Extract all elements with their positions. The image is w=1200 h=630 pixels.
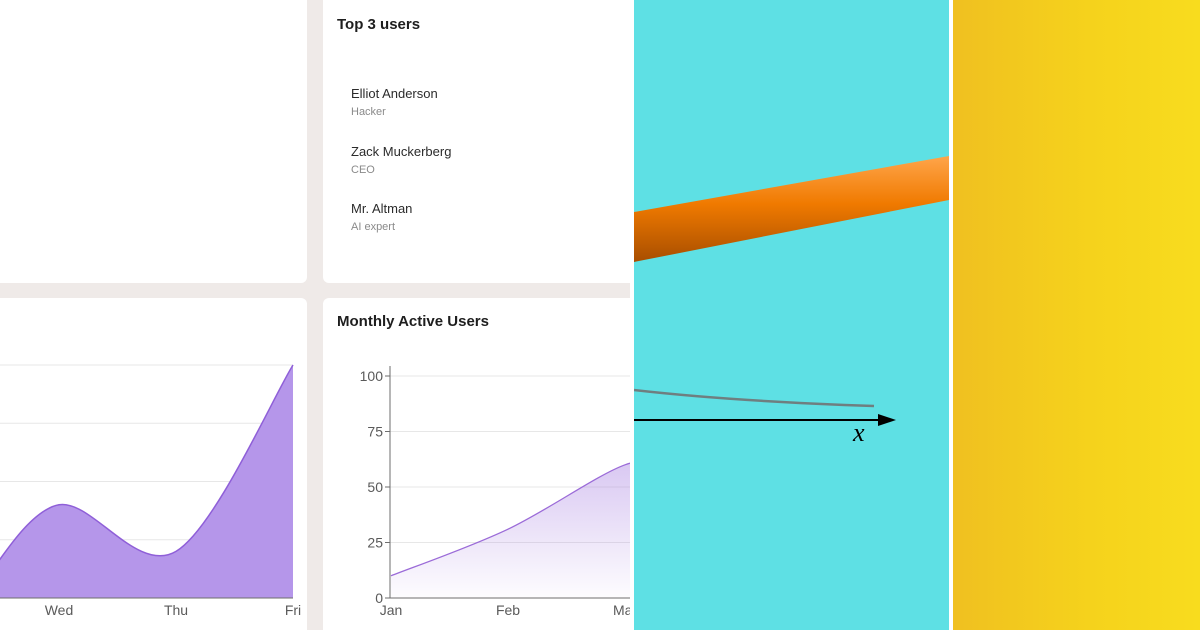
user-list-item[interactable]: Mr. Altman AI expert xyxy=(351,201,412,233)
series-line xyxy=(0,364,294,561)
x-axis-arrowhead xyxy=(878,414,896,426)
x-tick-label: Fri xyxy=(285,602,301,618)
monthly-area-chart: 0 25 50 75 100 Jan Feb Mar xyxy=(360,366,630,618)
yellow-accent-panel xyxy=(953,0,1200,630)
y-tick-label: 50 xyxy=(367,479,383,495)
empty-card xyxy=(0,0,307,283)
user-name: Zack Muckerberg xyxy=(351,144,452,159)
math-illustration-panel: x xyxy=(634,0,949,630)
x-axis-label: x xyxy=(852,418,865,447)
user-role: CEO xyxy=(351,164,375,176)
monthly-chart-title: Monthly Active Users xyxy=(337,313,489,330)
y-tick-label: 75 xyxy=(367,424,383,440)
top-users-title: Top 3 users xyxy=(337,16,421,33)
x-tick-label: Thu xyxy=(164,602,188,618)
y-tick-label: 0 xyxy=(375,590,383,606)
user-name: Mr. Altman xyxy=(351,201,413,216)
x-tick-label: Wed xyxy=(45,602,74,618)
area-fill xyxy=(391,463,630,598)
monthly-active-users-card: Monthly Active Users 0 25 50 75 100 Jan Feb Mar xyxy=(323,298,630,630)
orange-rod xyxy=(634,156,949,262)
user-role: Hacker xyxy=(351,106,386,118)
dashboard-area: Top 3 users Elliot Anderson Hacker Zack … xyxy=(0,0,630,630)
area-fill xyxy=(0,365,293,598)
y-tick-label: 25 xyxy=(367,535,383,551)
x-tick-label: Jan xyxy=(380,602,403,618)
user-list-item[interactable]: Elliot Anderson Hacker xyxy=(351,86,438,118)
panel-divider xyxy=(949,0,953,630)
top-users-card: Top 3 users Elliot Anderson Hacker Zack … xyxy=(323,0,630,283)
user-role: AI expert xyxy=(351,221,396,233)
user-list-item[interactable]: Zack Muckerberg CEO xyxy=(351,144,451,176)
math-illustration: x xyxy=(634,156,949,447)
y-tick-label: 100 xyxy=(360,368,384,384)
series-line xyxy=(390,462,630,577)
curve-line xyxy=(634,388,875,408)
x-tick-label: Feb xyxy=(496,602,520,618)
weekly-chart-card: Wed Thu Fri xyxy=(0,298,307,630)
weekly-area-chart: Wed Thu Fri xyxy=(0,364,301,618)
x-tick-label: Mar xyxy=(613,602,630,618)
user-name: Elliot Anderson xyxy=(351,86,438,101)
